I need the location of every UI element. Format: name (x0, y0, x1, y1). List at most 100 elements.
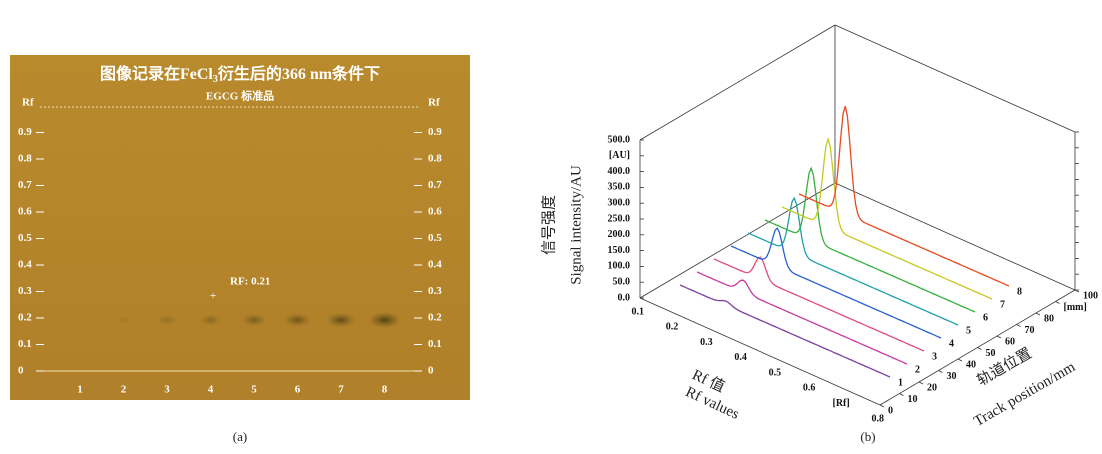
rf-tick-label: 0.3 (18, 285, 32, 297)
y-tick-label: 300.0 (608, 197, 631, 208)
tick (919, 382, 923, 384)
tick (900, 394, 904, 396)
lane-label: 5 (251, 384, 257, 396)
track-label: 2 (915, 364, 920, 375)
page: 图像记录在FeCl3衍生后的366 nm条件下 EGCG 标准品 Rf Rf R… (0, 0, 1102, 454)
tick (1056, 302, 1060, 304)
y-title: 信号强度 (540, 195, 557, 255)
panel-a-subtitle: EGCG 标准品 (206, 89, 274, 103)
lane-label: 6 (295, 384, 301, 396)
lane-label: 1 (77, 384, 83, 396)
tick (880, 405, 884, 407)
track-tick-label: 20 (927, 382, 937, 393)
track-tick-label: 70 (1025, 325, 1035, 336)
tick (997, 336, 1001, 338)
band (199, 314, 222, 326)
annotation: RF: 0.21 (230, 276, 270, 288)
rf-tick-label: 0.5 (428, 232, 442, 244)
track-label: 8 (1017, 286, 1022, 297)
rf-tick-label: 0.9 (428, 126, 442, 138)
band (326, 312, 356, 327)
track-label: 3 (932, 351, 937, 362)
band (157, 315, 178, 325)
caption: (a) (233, 429, 247, 444)
rf-tick-label: 0.8 (872, 413, 885, 424)
y-tick-label: [AU] (609, 150, 630, 161)
trace (697, 272, 907, 364)
y-tick-label: 100.0 (608, 261, 631, 272)
y-tick-label: 50.0 (613, 276, 631, 287)
lane-label: 3 (164, 384, 170, 396)
tick (958, 359, 962, 361)
tick (1017, 325, 1021, 327)
tick (1036, 313, 1040, 315)
rf-tick-label: 0.1 (632, 306, 645, 317)
track-tick-label: 100 (1083, 290, 1098, 301)
marker: + (210, 288, 217, 302)
rf-tick-label: 0.4 (18, 259, 32, 271)
y-title: Signal intensity/AU (568, 165, 584, 285)
track-label: 1 (898, 377, 903, 388)
rf-tick-label: 0 (18, 365, 24, 377)
rf-tick-label: 0.8 (428, 153, 442, 165)
caption: (b) (860, 429, 875, 444)
track-label: 5 (966, 325, 971, 336)
rf-label: Rf (22, 97, 34, 109)
y-tick-label: 150.0 (608, 245, 631, 256)
trace (782, 139, 992, 299)
rf-tick-label: 0 (428, 365, 434, 377)
rf-tick-label: 0.1 (428, 338, 442, 350)
track-tick-label: 80 (1044, 313, 1054, 324)
rf-tick-label: 0.6 (428, 206, 442, 218)
track-tick-label: 0 (888, 405, 893, 416)
band (72, 316, 88, 324)
rf-tick-label: 0.4 (734, 352, 747, 363)
track-label: 4 (949, 338, 954, 349)
rf-tick-label: [Rf] (832, 398, 849, 409)
tick (978, 348, 982, 350)
track-tick-label: 60 (1005, 336, 1015, 347)
rf-tick-label: 0.5 (18, 232, 32, 244)
track-tick-label: 40 (966, 359, 976, 370)
rf-tick-label: 0.7 (428, 179, 442, 191)
rf-label: Rf (428, 97, 440, 109)
y-tick-label: 500.0 (608, 134, 631, 145)
rf-tick-label: 0.7 (18, 179, 32, 191)
track-tick-label: 10 (908, 394, 918, 405)
band (241, 314, 267, 327)
trace (799, 106, 1009, 286)
axis-line (835, 183, 1075, 290)
lane-label: 4 (208, 384, 214, 396)
axis-line (835, 25, 1075, 132)
trace (748, 198, 958, 325)
track-title: 轨道位置 (974, 345, 1034, 390)
y-tick-label: 400.0 (608, 166, 631, 177)
track-tick-label: 50 (986, 348, 996, 359)
lane-label: 8 (382, 384, 388, 396)
tick (939, 371, 943, 373)
rf-tick-label: 0.5 (769, 367, 782, 378)
trace (765, 168, 975, 312)
band (284, 313, 312, 327)
track-label: 7 (1000, 299, 1005, 310)
trace (714, 257, 924, 351)
trace (680, 285, 890, 377)
rf-tick-label: 0.3 (428, 285, 442, 297)
y-tick-label: 0.0 (618, 292, 631, 303)
y-tick-label: 250.0 (608, 213, 631, 224)
rf-tick-label: 0.2 (18, 312, 32, 324)
track-tick-label: 30 (947, 371, 957, 382)
y-tick-label: 200.0 (608, 229, 631, 240)
rf-tick-label: 0.2 (666, 322, 679, 333)
y-tick-label: 350.0 (608, 182, 631, 193)
track-label: 6 (983, 312, 988, 323)
rf-tick-label: 0.2 (428, 312, 442, 324)
rf-tick-label: 0.4 (428, 259, 442, 271)
lane-label: 7 (338, 384, 344, 396)
rf-tick-label: 0.3 (700, 337, 713, 348)
lane-label: 2 (121, 384, 127, 396)
band (114, 315, 132, 324)
band (368, 312, 401, 328)
axis-line (640, 25, 835, 140)
rf-tick-label: 0.8 (18, 153, 32, 165)
